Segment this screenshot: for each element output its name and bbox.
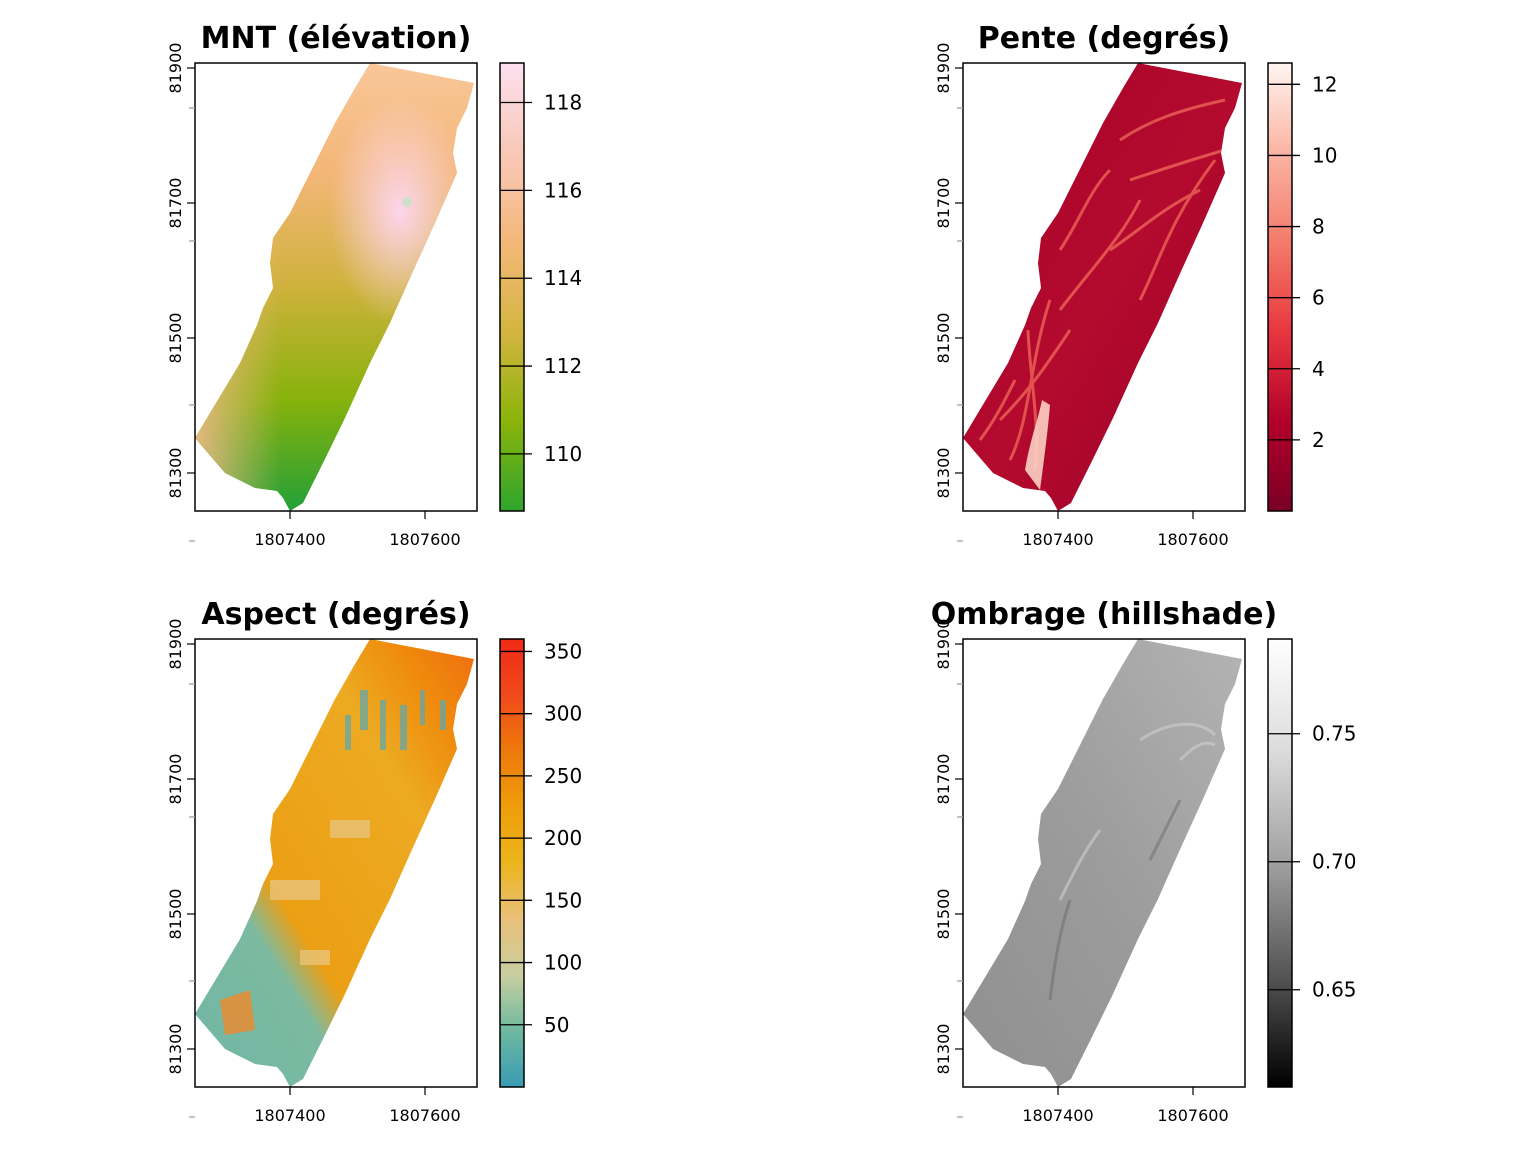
panel-aspect: Aspect (degrés) 1807400 1807600 81300 81500… (166, 597, 582, 1125)
y-tick-label: 81500 (166, 889, 185, 940)
colorbar-tick-label: 116 (544, 178, 582, 202)
raster-aspect (195, 639, 474, 1087)
colorbar-frame (499, 638, 525, 1088)
plot-frame-pente (962, 62, 1246, 512)
x-tick-label: 1807400 (254, 1106, 325, 1125)
raster-ombrage (963, 639, 1242, 1087)
colorbar-tick-label: 350 (544, 639, 582, 663)
colorbar-tick-label: 118 (544, 91, 582, 115)
y-tick-label: 81500 (934, 313, 953, 364)
colorbar-gradient (500, 63, 524, 511)
raster-pente (963, 63, 1242, 511)
x-tick-label: 1807600 (389, 1106, 460, 1125)
x-tick-label: 1807600 (389, 530, 460, 549)
colorbar-tick-label: 2 (1312, 428, 1325, 452)
colorbar-tick-label: 250 (544, 764, 582, 788)
colorbar-tick-label: 10 (1312, 143, 1337, 167)
y-tick-label: 81500 (934, 889, 953, 940)
colorbar-gradient (500, 639, 524, 1087)
y-tick-label: 81300 (166, 1024, 185, 1075)
colorbar-tick-label: 100 (544, 951, 582, 975)
colorbar-frame (1267, 62, 1293, 512)
colorbar-tick-label: 0.65 (1312, 978, 1357, 1002)
colorbar-gradient (1268, 63, 1292, 511)
colorbar-tick-label: 4 (1312, 357, 1325, 381)
colorbar-tick-label: 300 (544, 702, 582, 726)
colorbar-tick-label: 114 (544, 266, 582, 290)
x-tick-label: 1807600 (1157, 530, 1228, 549)
colorbar-tick-label: 0.75 (1312, 722, 1357, 746)
y-tick-label: 81700 (934, 754, 953, 805)
panel-ombrage: Ombrage (hillshade) 1807400 1807600 81300 8… (931, 597, 1357, 1125)
plot-frame-aspect (194, 638, 478, 1088)
x-tick-label: 1807400 (254, 530, 325, 549)
raster-mnt (195, 63, 474, 511)
y-tick-label: 81300 (934, 1024, 953, 1075)
y-tick-label: 81500 (166, 313, 185, 364)
y-tick-label: 81700 (166, 178, 185, 229)
panel-title-ombrage: Ombrage (hillshade) (931, 597, 1277, 632)
colorbar-tick-label: 110 (544, 442, 582, 466)
x-tick-label: 1807600 (1157, 1106, 1228, 1125)
panel-title-pente: Pente (degrés) (978, 21, 1231, 56)
panel-mnt: MNT (élévation) 1807400 1807600 81300 81500… (166, 21, 582, 549)
panel-pente: Pente (degrés) 1807400 1807600 81300 81500 8… (934, 21, 1337, 549)
y-tick-label: 81900 (934, 43, 953, 94)
panel-title-mnt: MNT (élévation) (201, 21, 472, 56)
colorbar-tick-label: 150 (544, 888, 582, 912)
colorbar-tick-label: 200 (544, 826, 582, 850)
colorbar-tick-label: 12 (1312, 72, 1337, 96)
colorbar-tick-label: 0.70 (1312, 850, 1357, 874)
y-tick-label: 81700 (166, 754, 185, 805)
y-tick-label: 81900 (934, 619, 953, 670)
y-tick-label: 81300 (934, 448, 953, 499)
y-tick-label: 81900 (166, 43, 185, 94)
y-tick-label: 81700 (934, 178, 953, 229)
y-tick-label: 81300 (166, 448, 185, 499)
colorbar-tick-label: 8 (1312, 215, 1325, 239)
plot-frame-ombrage (962, 638, 1246, 1088)
colorbar-tick-label: 6 (1312, 286, 1325, 310)
colorbar-frame (499, 62, 525, 512)
colorbar-frame (1267, 638, 1293, 1088)
x-tick-label: 1807400 (1022, 530, 1093, 549)
panel-title-aspect: Aspect (degrés) (201, 597, 470, 632)
colorbar-tick-label: 112 (544, 354, 582, 378)
y-tick-label: 81900 (166, 619, 185, 670)
x-tick-label: 1807400 (1022, 1106, 1093, 1125)
colorbar-tick-label: 50 (544, 1013, 569, 1037)
plot-frame-mnt (194, 62, 478, 512)
colorbar-gradient (1268, 639, 1292, 1087)
